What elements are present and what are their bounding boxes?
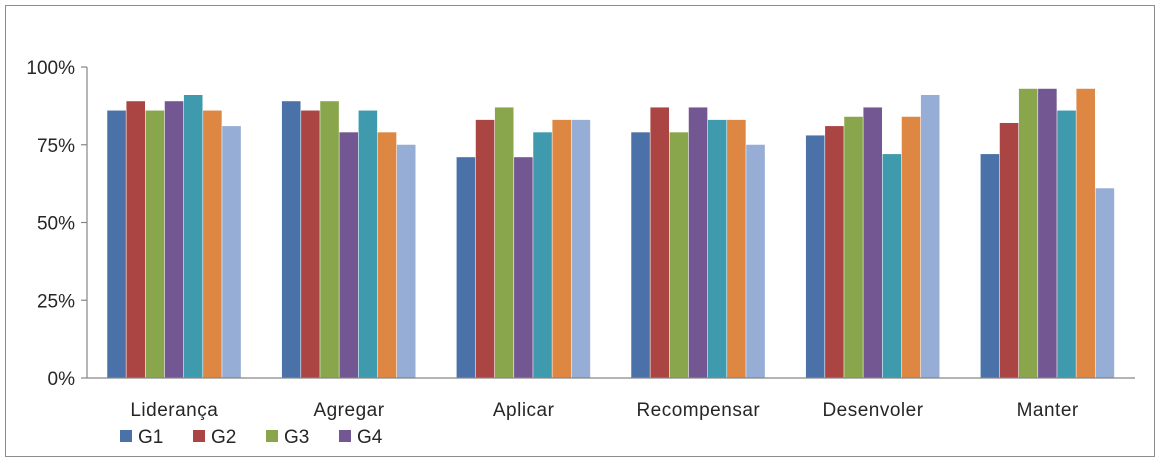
bar-series-5 — [183, 94, 203, 379]
legend-label-g2: G2 — [211, 427, 236, 448]
bar-series-6 — [377, 132, 397, 378]
bar-g2 — [650, 107, 670, 379]
bar-series-5 — [707, 119, 727, 379]
legend-swatch-g2 — [193, 430, 205, 442]
bar-g3 — [1018, 88, 1038, 379]
bar-g4 — [863, 107, 883, 379]
bar-g1 — [107, 110, 126, 378]
bars-layer — [107, 88, 1115, 379]
bar-g4 — [514, 157, 533, 378]
bar-g1 — [456, 157, 476, 378]
bar-series-5 — [882, 154, 902, 378]
x-category-label: Liderança — [130, 400, 218, 421]
bar-g1 — [805, 135, 825, 378]
legend: G1 G2 G3 G4 — [120, 427, 383, 448]
bar-series-7 — [920, 94, 940, 379]
y-tick-label: 25% — [37, 291, 75, 312]
bar-g3 — [320, 101, 339, 379]
y-tick-label: 50% — [37, 214, 75, 235]
bar-series-7 — [746, 144, 765, 378]
bar-series-6 — [1076, 88, 1096, 379]
bar-g3 — [145, 110, 165, 378]
bar-g1 — [281, 101, 301, 379]
bar-g4 — [164, 101, 184, 379]
legend-label-g4: G4 — [357, 427, 383, 448]
bar-g2 — [825, 126, 844, 378]
y-tick-label: 0% — [48, 369, 76, 390]
legend-label-g1: G1 — [138, 427, 163, 448]
legend-swatch-g3 — [266, 430, 278, 442]
bar-g3 — [494, 107, 514, 379]
bar-g2 — [999, 122, 1019, 378]
x-category-label: Agregar — [313, 400, 384, 421]
bar-g1 — [631, 132, 650, 378]
x-category-label: Recompensar — [636, 400, 760, 421]
x-labels: Liderança Agregar Aplicar Recompensar Desenv… — [130, 400, 1079, 421]
y-ticks: 0% 25% 50% 75% 100% — [26, 58, 87, 390]
bar-series-7 — [222, 126, 241, 378]
legend-swatch-g4 — [339, 430, 351, 442]
y-tick-label: 75% — [37, 136, 75, 157]
bar-series-6 — [203, 110, 222, 378]
bar-g2 — [301, 110, 320, 378]
bar-series-7 — [396, 144, 416, 378]
bar-series-6 — [901, 116, 921, 378]
bar-g4 — [339, 132, 359, 378]
bar-series-7 — [571, 119, 591, 379]
bar-series-7 — [1095, 188, 1115, 378]
legend-label-g3: G3 — [284, 427, 309, 448]
bar-g1 — [980, 154, 1000, 378]
bar-g2 — [126, 101, 146, 379]
bar-series-5 — [1057, 110, 1076, 378]
bar-g2 — [475, 119, 495, 379]
x-category-label: Manter — [1017, 400, 1079, 421]
bar-series-5 — [533, 132, 552, 378]
bar-g4 — [1038, 88, 1057, 379]
bar-g4 — [688, 107, 708, 379]
legend-swatch-g1 — [120, 430, 132, 442]
bar-series-6 — [727, 119, 746, 379]
bar-series-6 — [552, 119, 572, 379]
y-tick-label: 100% — [26, 58, 75, 79]
x-category-label: Aplicar — [493, 400, 555, 421]
x-category-label: Desenvoler — [822, 400, 923, 421]
bar-g3 — [669, 132, 689, 378]
bar-g3 — [844, 116, 863, 378]
bar-series-5 — [358, 110, 378, 378]
